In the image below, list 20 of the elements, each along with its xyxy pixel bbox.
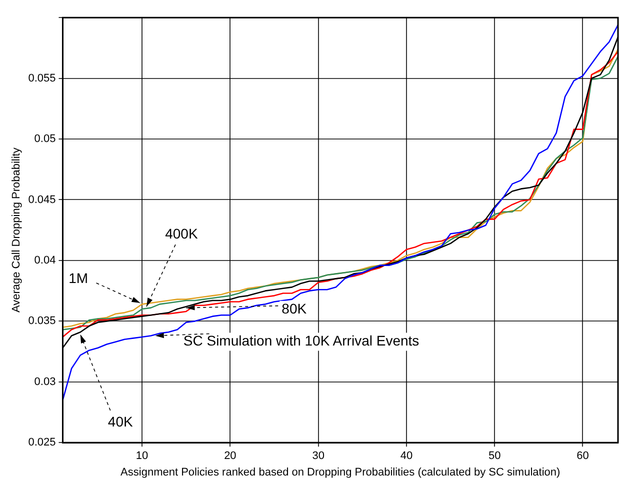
y-tick-label: 0.03 (34, 376, 56, 388)
x-tick-label: 10 (136, 450, 148, 462)
x-tick-label: 60 (576, 450, 589, 462)
annotation: 1M (68, 270, 88, 286)
y-tick-label: 0.04 (34, 254, 56, 266)
y-tick-label: 0.035 (28, 315, 56, 328)
annotation: 400K (165, 225, 198, 242)
y-tick-label: 0.025 (28, 436, 56, 449)
annotation: 40K (108, 413, 134, 430)
annotation: SC Simulation with 10K Arrival Events (183, 332, 420, 349)
y-axis-title: Average Call Dropping Probability (10, 147, 23, 313)
x-tick-label: 20 (224, 450, 236, 462)
y-tick-label: 0.045 (28, 194, 56, 206)
annotation: 80K (282, 300, 308, 317)
y-tick-label: 0.055 (28, 72, 56, 84)
x-tick-label: 30 (312, 450, 324, 462)
x-tick-label: 50 (488, 450, 501, 462)
y-tick-label: 0.05 (34, 133, 56, 146)
x-tick-label: 40 (400, 450, 413, 462)
x-axis-title: Assignment Policies ranked based on Dropping Probabilities (calculated by SC simulation) (120, 466, 560, 478)
